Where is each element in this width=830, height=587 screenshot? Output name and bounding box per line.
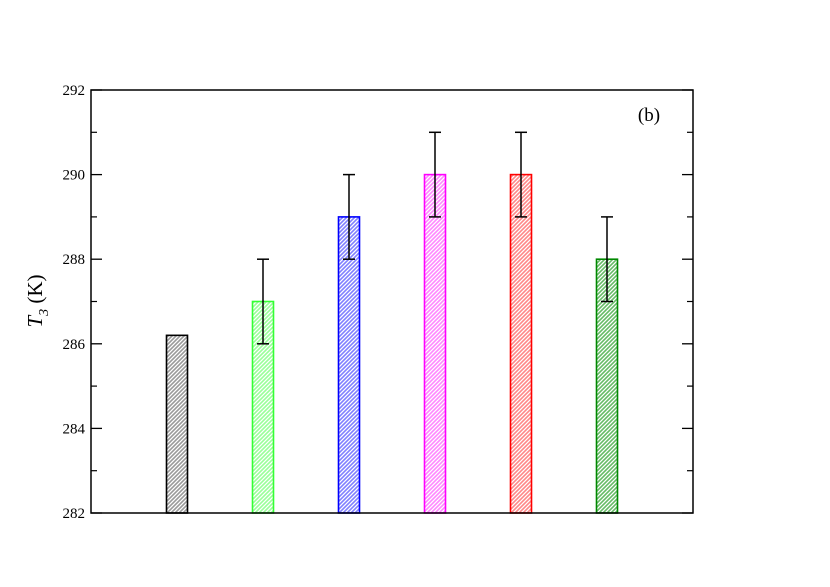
y-axis-title: T3 (K): [23, 274, 52, 327]
bar: [509, 173, 533, 514]
y-axis-tick-labels: 282 284 286 288 290 292: [63, 83, 86, 522]
plot-frame: [90, 89, 694, 514]
y-tick-label: 286: [63, 337, 86, 353]
y-axis-label: T3 (K): [23, 274, 52, 327]
bar: [165, 334, 189, 514]
error-bar: [515, 131, 527, 218]
y-tick-label: 292: [63, 83, 86, 99]
bars: [165, 173, 619, 514]
error-bar: [429, 131, 441, 218]
error-bar: [601, 216, 613, 303]
bar: [423, 173, 447, 514]
error-bars: [257, 131, 613, 345]
bar: [337, 216, 361, 514]
y-tick-label: 284: [63, 421, 86, 437]
y-tick-label: 288: [63, 252, 86, 268]
y-tick-label: 290: [63, 168, 86, 184]
error-bar: [257, 258, 269, 345]
y-tick-label: 282: [63, 506, 86, 522]
error-bar: [343, 173, 355, 260]
panel-label: (b): [638, 105, 660, 126]
